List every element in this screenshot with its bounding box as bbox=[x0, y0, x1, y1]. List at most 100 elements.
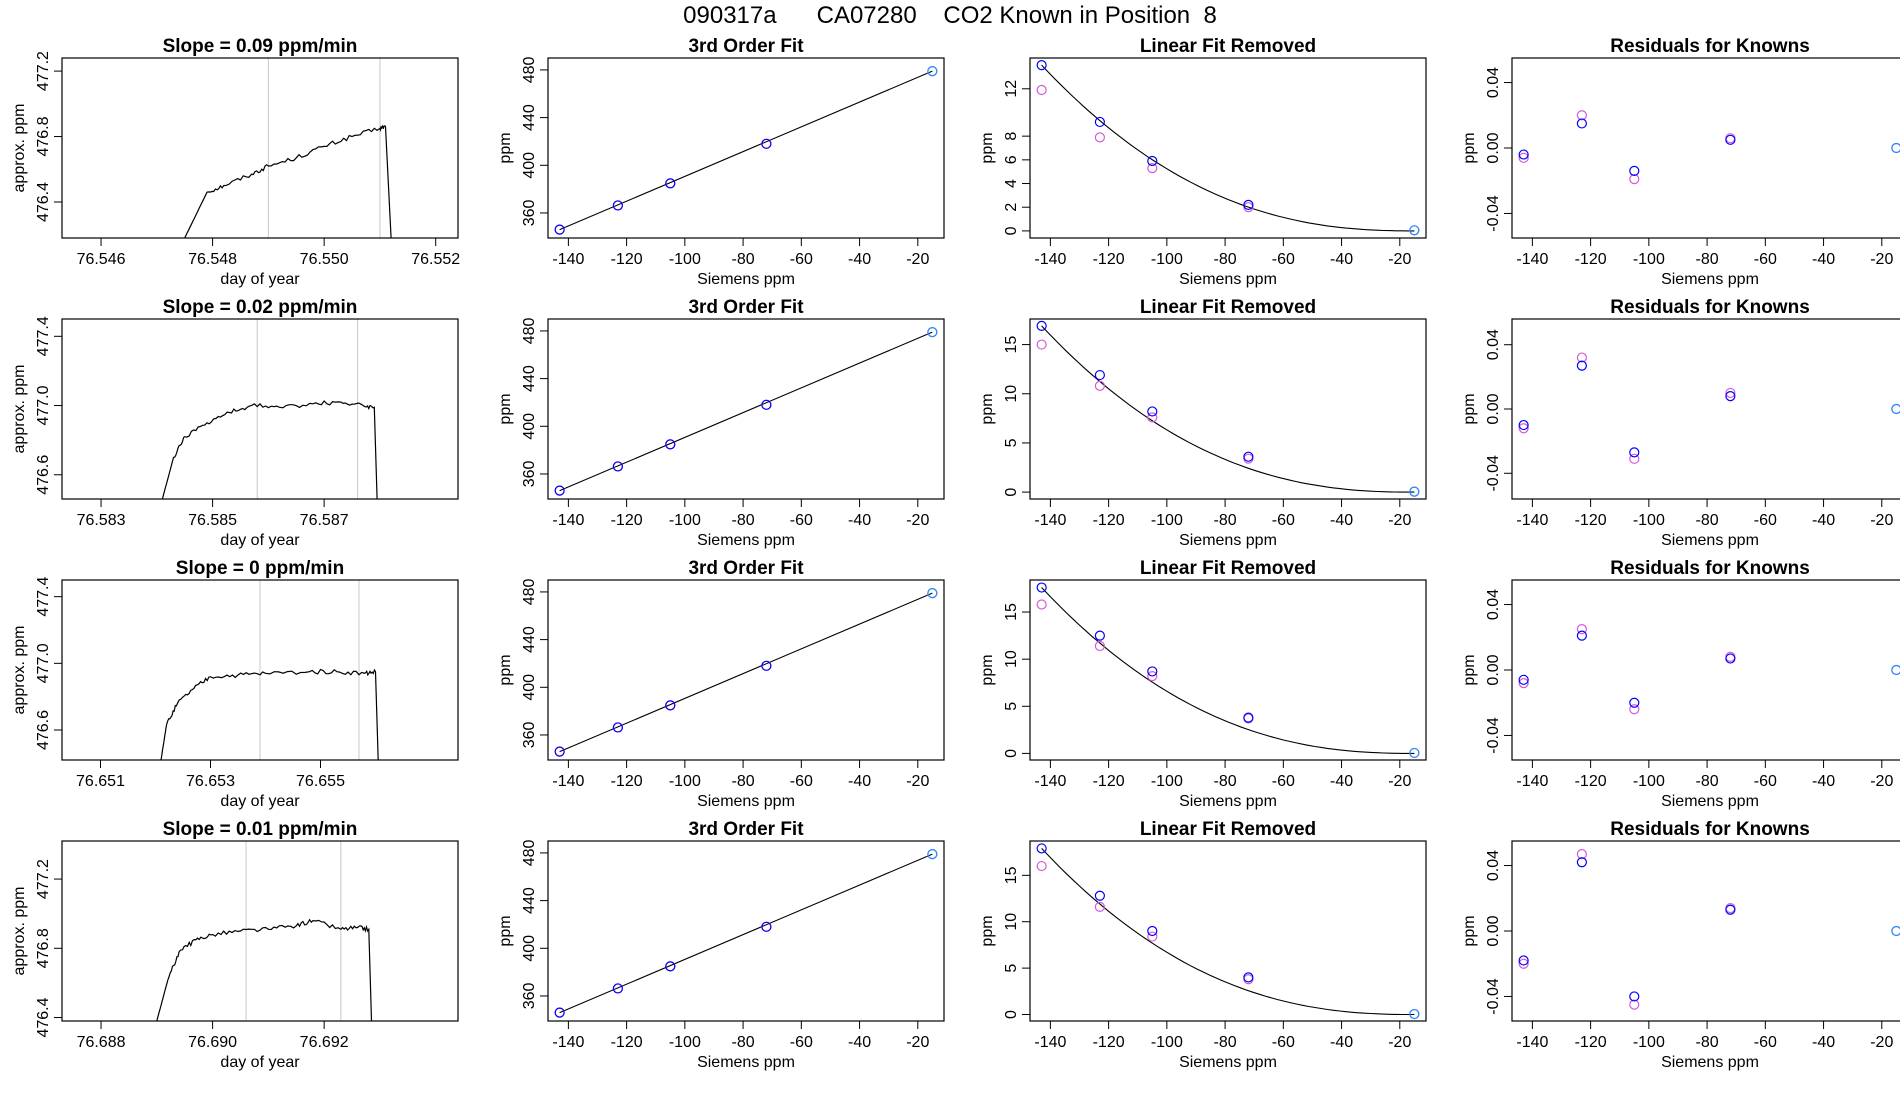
fit-line bbox=[559, 70, 933, 231]
data-point-blue bbox=[1576, 630, 1587, 641]
data-point-blue bbox=[927, 588, 938, 599]
data-point-blue bbox=[1725, 134, 1736, 145]
y-axis-label: ppm bbox=[497, 915, 514, 946]
x-tick-label: 76.655 bbox=[296, 773, 345, 790]
y-tick-label: 4 bbox=[1003, 179, 1020, 188]
chart-panel: Slope = 0.02 ppm/min 76.583 76.585 76.587 47… bbox=[11, 297, 459, 549]
plot-frame bbox=[1029, 840, 1427, 1022]
y-tick-label: 360 bbox=[521, 722, 538, 749]
data-point-blue bbox=[1147, 155, 1158, 167]
data-point-magenta bbox=[1147, 163, 1158, 174]
x-tick-label: 76.651 bbox=[76, 773, 125, 790]
plot-area: Linear Fit Removed -140 -120 -100 -80 -60 -40 -… bbox=[979, 558, 1427, 810]
data-point-magenta bbox=[1629, 999, 1640, 1010]
y-tick-label: 440 bbox=[521, 365, 538, 392]
x-tick-label: -40 bbox=[848, 251, 871, 268]
chart-panel: Slope = 0 ppm/min 76.651 76.653 76.655 476.6… bbox=[11, 558, 459, 810]
chart-panel: Linear Fit Removed -140 -120 -100 -80 -60 -40 -… bbox=[979, 297, 1427, 549]
plot-frame bbox=[1511, 57, 1900, 239]
x-tick-label: -20 bbox=[906, 773, 929, 790]
data-point-magenta bbox=[1518, 423, 1529, 434]
x-tick-label: -100 bbox=[1151, 512, 1183, 529]
x-tick-label: -80 bbox=[732, 1034, 755, 1051]
y-tick-label: 477.2 bbox=[35, 859, 52, 899]
data-point-blue bbox=[665, 961, 676, 972]
x-tick-label: -120 bbox=[1575, 512, 1607, 529]
x-tick-label: -60 bbox=[1272, 512, 1295, 529]
x-tick-label: 76.653 bbox=[186, 773, 235, 790]
plot-frame bbox=[1029, 579, 1427, 761]
plot-frame bbox=[547, 318, 945, 500]
x-tick-label: -140 bbox=[1516, 251, 1548, 268]
data-point-magenta bbox=[1243, 453, 1254, 464]
x-tick-label: 76.587 bbox=[300, 512, 349, 529]
page-title: 090317a CA07280 CO2 Known in Position 8 bbox=[0, 2, 1900, 30]
x-tick-label: -100 bbox=[669, 1034, 701, 1051]
y-axis-label: ppm bbox=[979, 915, 996, 946]
x-axis-label: Siemens ppm bbox=[1179, 271, 1277, 288]
x-tick-label: -100 bbox=[669, 251, 701, 268]
y-tick-label: 476.6 bbox=[35, 710, 52, 750]
y-tick-label: -0.04 bbox=[1485, 195, 1502, 232]
x-tick-label: -80 bbox=[1214, 512, 1237, 529]
plot-content bbox=[161, 319, 378, 499]
data-point-magenta bbox=[1629, 704, 1640, 715]
plot-frame bbox=[1029, 318, 1427, 500]
x-axis-label: Siemens ppm bbox=[1179, 1054, 1277, 1071]
x-tick-label: 76.690 bbox=[188, 1034, 237, 1051]
chart-panel: Residuals for Knowns -140 -120 -100 -80 -60 -4… bbox=[1461, 297, 1900, 549]
plot-area: Slope = 0 ppm/min 76.651 76.653 76.655 476.6… bbox=[11, 558, 459, 810]
y-tick-label: 476.4 bbox=[35, 997, 52, 1037]
data-point-blue bbox=[1094, 116, 1105, 128]
x-axis-label: Siemens ppm bbox=[1661, 1054, 1759, 1071]
y-tick-label: 480 bbox=[521, 56, 538, 83]
plot-area: Linear Fit Removed -140 -120 -100 -80 -60 -40 -… bbox=[979, 36, 1427, 288]
data-point-blue bbox=[1036, 60, 1047, 71]
y-tick-label: 10 bbox=[1003, 385, 1020, 403]
data-point-magenta bbox=[1036, 339, 1047, 350]
x-axis-label: Siemens ppm bbox=[1179, 532, 1277, 549]
x-tick-label: -80 bbox=[1696, 512, 1719, 529]
data-point-blue bbox=[927, 66, 938, 77]
y-tick-label: 0 bbox=[1003, 226, 1020, 235]
x-tick-label: -120 bbox=[611, 251, 643, 268]
x-tick-label: -120 bbox=[1093, 512, 1125, 529]
x-tick-label: -100 bbox=[1633, 773, 1665, 790]
plot-area: Slope = 0.09 ppm/min 76.546 76.548 76.550 76… bbox=[11, 36, 460, 288]
chart-title: Slope = 0.02 ppm/min bbox=[163, 297, 358, 318]
x-tick-label: -120 bbox=[1093, 773, 1125, 790]
y-tick-label: 477.0 bbox=[35, 643, 52, 683]
x-tick-label: -60 bbox=[790, 1034, 813, 1051]
data-point-magenta bbox=[1094, 380, 1105, 391]
plot-area: 3rd Order Fit -140 -120 -100 -80 -60 -40 -20 360… bbox=[497, 819, 945, 1071]
data-point-blue bbox=[1036, 843, 1047, 854]
y-tick-label: 480 bbox=[521, 578, 538, 605]
x-tick-label: 76.692 bbox=[300, 1034, 349, 1051]
y-tick-label: 360 bbox=[521, 983, 538, 1010]
x-tick-label: -60 bbox=[1754, 251, 1777, 268]
y-tick-label: 5 bbox=[1003, 438, 1020, 447]
x-tick-label: -140 bbox=[552, 773, 584, 790]
y-tick-label: 0.04 bbox=[1485, 589, 1502, 620]
x-tick-label: -120 bbox=[1093, 251, 1125, 268]
y-axis-label: ppm bbox=[979, 132, 996, 163]
y-tick-label: 0.00 bbox=[1485, 654, 1502, 685]
fit-curve bbox=[1041, 587, 1415, 754]
y-tick-label: 400 bbox=[521, 935, 538, 962]
chart-title: 3rd Order Fit bbox=[688, 36, 804, 57]
data-point-blue bbox=[1147, 406, 1158, 417]
data-point-blue bbox=[665, 700, 676, 711]
x-tick-label: -80 bbox=[1696, 1034, 1719, 1051]
x-tick-label: -60 bbox=[1272, 1034, 1295, 1051]
y-tick-label: 0.00 bbox=[1485, 393, 1502, 424]
x-axis-label: Siemens ppm bbox=[1661, 793, 1759, 810]
plot-area: Residuals for Knowns -140 -120 -100 -80 -60 -4… bbox=[1461, 36, 1900, 288]
data-point-magenta bbox=[1036, 84, 1047, 96]
chart-panel: Linear Fit Removed -140 -120 -100 -80 -60 -40 -… bbox=[979, 36, 1427, 288]
x-tick-label: -100 bbox=[1151, 251, 1183, 268]
y-tick-label: 476.4 bbox=[35, 182, 52, 222]
data-point-blue bbox=[1094, 630, 1105, 641]
x-tick-label: -120 bbox=[611, 773, 643, 790]
data-point-magenta bbox=[1094, 901, 1105, 912]
